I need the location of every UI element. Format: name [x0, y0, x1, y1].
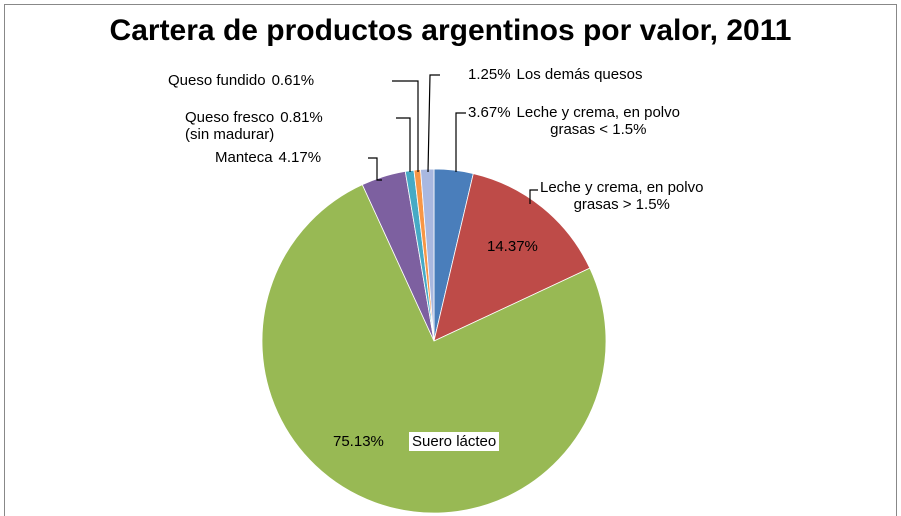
leader-line	[455, 112, 466, 172]
value-label: 14.37%	[487, 238, 538, 255]
category-label: Suero lácteo	[409, 432, 500, 451]
value-label: 3.67%	[468, 104, 511, 121]
data-label: Suero lácteo	[409, 432, 500, 451]
category-label: Leche y crema, en polvo grasas < 1.5%	[516, 104, 680, 138]
value-label: 75.13%	[333, 433, 384, 450]
leader-line	[396, 117, 411, 172]
value-label: 1.25%	[468, 66, 511, 83]
pie-slice	[433, 173, 591, 342]
leader-line	[368, 157, 382, 181]
data-label: Manteca 4.17%	[215, 149, 321, 166]
data-label: 1.25% Los demás quesos	[468, 66, 642, 83]
data-label: 3.67% Leche y crema, en polvo grasas < 1.…	[468, 104, 680, 138]
pie-slice	[420, 168, 435, 342]
category-label: Los demás quesos	[516, 66, 643, 83]
value-label: 4.17%	[278, 149, 322, 166]
leader-line	[529, 189, 538, 204]
data-label: Queso fresco (sin madurar) 0.81%	[185, 109, 323, 143]
data-label: Queso fundido 0.61%	[168, 72, 314, 89]
category-label: Queso fresco (sin madurar)	[185, 109, 275, 143]
category-label: Leche y crema, en polvo grasas > 1.5%	[540, 179, 704, 213]
leader-line	[392, 80, 419, 172]
leader-lines	[368, 74, 538, 204]
leader-line	[427, 74, 440, 173]
category-label: Queso fundido	[168, 72, 266, 89]
pie-slice	[261, 184, 607, 514]
data-label: Leche y crema, en polvo grasas > 1.5%	[540, 179, 703, 213]
category-label: Manteca	[215, 149, 273, 166]
chart-title: Cartera de productos argentinos por valo…	[109, 14, 792, 47]
value-label: 0.81%	[280, 109, 323, 126]
value-label: 0.61%	[271, 72, 315, 89]
